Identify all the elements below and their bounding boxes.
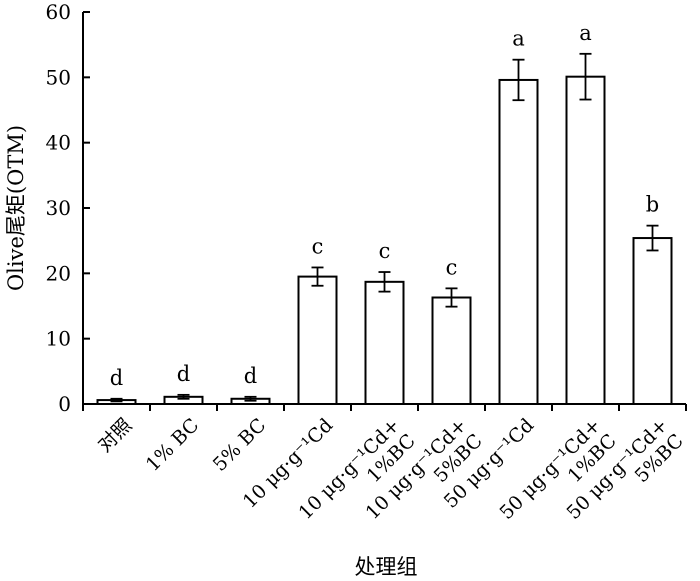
error-bars [110,52,659,403]
significance-label: b [646,193,659,217]
x-tick-label: 1% BC [142,414,204,476]
significance-label: d [110,366,123,390]
significance-label: a [512,27,525,51]
significance-label: c [312,234,324,258]
x-axis-title: 处理组 [355,555,418,579]
x-tick-label: 对照 [94,414,136,456]
bars [96,75,673,406]
x-axis [82,403,687,411]
y-tick-label: 30 [46,196,71,220]
bar [632,237,673,405]
significance-label: c [446,255,458,279]
y-tick-label: 20 [46,261,71,285]
y-tick-label: 0 [58,392,71,416]
x-tick-label: 5% BC [209,414,271,476]
bar [431,296,472,405]
y-tick-label: 60 [46,0,71,24]
y-tick-label: 10 [46,327,71,351]
y-tick-label: 50 [46,65,71,89]
significance-label: d [244,364,257,388]
significance-label: c [379,239,391,263]
significance-labels: d d d c c c a a b [110,21,659,390]
bar [364,280,405,405]
x-tick-label-line: 对照 [94,414,136,456]
significance-label: d [177,362,190,386]
bar [297,275,338,406]
significance-label: a [579,21,592,45]
y-axis-title: Olive尾矩(OTM) [4,125,28,291]
bar [565,75,606,406]
y-tick-label: 40 [46,131,71,155]
bar [498,78,539,406]
x-tick-label-line: 5% BC [209,414,271,476]
y-axis: 0 10 20 30 40 50 60 [46,0,90,416]
x-tick-label-line: 1% BC [142,414,204,476]
